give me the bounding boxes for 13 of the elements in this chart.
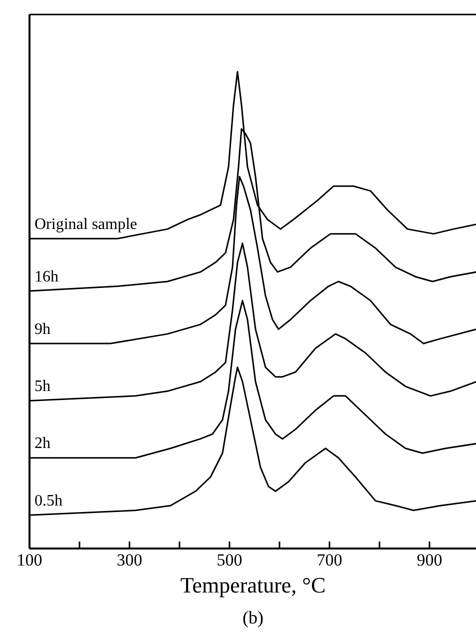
- series-label: 2h: [34, 435, 50, 452]
- series-label: 5h: [34, 378, 50, 395]
- x-tick-label: 100: [16, 550, 42, 570]
- series-label: 9h: [34, 320, 50, 338]
- x-tick-label: 900: [416, 550, 442, 570]
- x-tick-label: 700: [316, 550, 342, 570]
- x-tick-label: 300: [116, 550, 142, 570]
- x-tick-label: 500: [216, 550, 242, 570]
- series-label: Original sample: [34, 216, 138, 233]
- text: (b): [242, 608, 264, 628]
- series-label: 16h: [34, 268, 58, 286]
- series-label: 0.5h: [34, 492, 62, 510]
- x-axis-title: Temperature, °C: [180, 572, 326, 598]
